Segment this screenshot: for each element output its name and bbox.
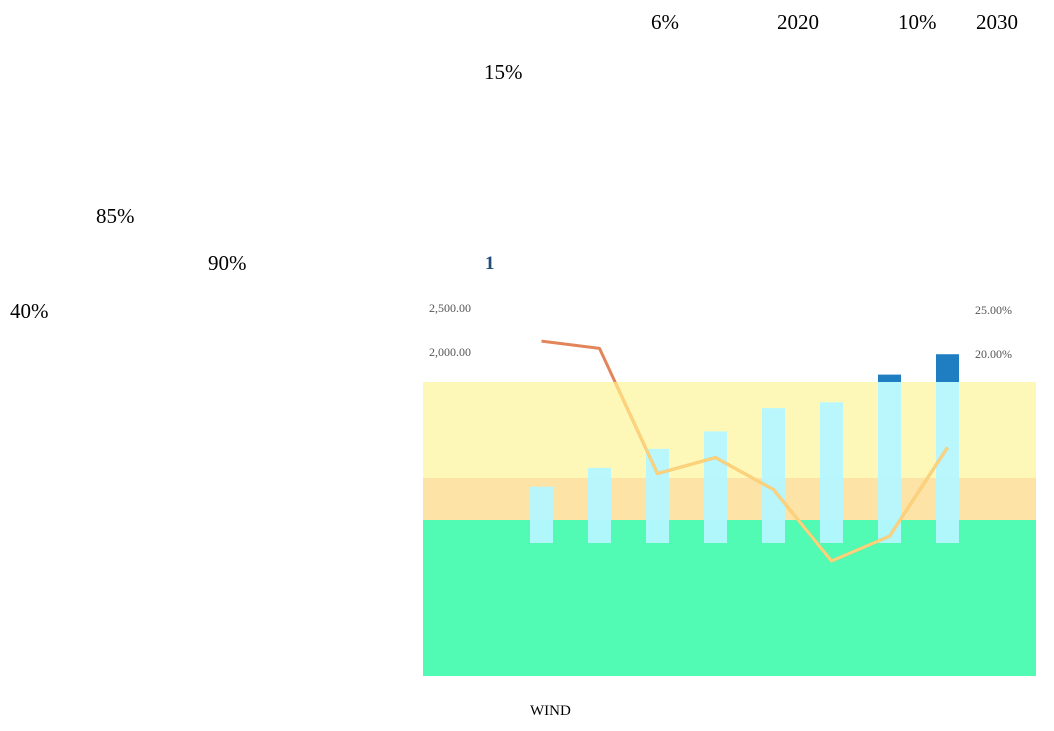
text-85-percent: 85% — [96, 204, 135, 228]
band-orange — [423, 478, 1036, 520]
bar-3 — [704, 431, 727, 543]
line-series-overlay — [613, 382, 949, 563]
text-40-percent: 40% — [10, 299, 49, 323]
figure-number: 1 — [485, 253, 495, 274]
text-10-percent: 10% — [898, 10, 937, 34]
bar-1 — [588, 467, 611, 543]
y-right-tick-0: 25.00% — [975, 303, 1012, 317]
chart-bands — [423, 382, 1036, 676]
text-90-percent: 90% — [208, 251, 247, 275]
chart-ticks: 2,500.00 2,000.00 25.00% 20.00% — [429, 301, 1012, 361]
chart: 2,500.00 2,000.00 25.00% 20.00% — [423, 288, 1036, 676]
y-left-tick-0: 2,500.00 — [429, 301, 471, 315]
bar-top-6 — [878, 374, 901, 382]
y-left-tick-1: 2,000.00 — [429, 345, 471, 359]
chart-line — [541, 339, 949, 563]
band-green — [423, 520, 1036, 676]
chart-svg: 2,500.00 2,000.00 25.00% 20.00% — [423, 288, 1036, 676]
bar-6 — [878, 382, 901, 543]
text-year-2020: 2020 — [777, 10, 819, 34]
text-6-percent: 6% — [651, 10, 679, 34]
text-15-percent: 15% — [484, 60, 523, 84]
bar-7 — [936, 382, 959, 543]
bar-0 — [530, 486, 553, 543]
bar-4 — [762, 408, 785, 543]
bar-top-7 — [936, 354, 959, 382]
text-year-2030: 2030 — [976, 10, 1018, 34]
bar-2 — [646, 448, 669, 543]
bar-5 — [820, 402, 843, 543]
y-right-tick-1: 20.00% — [975, 347, 1012, 361]
source-label: WIND — [530, 703, 571, 719]
